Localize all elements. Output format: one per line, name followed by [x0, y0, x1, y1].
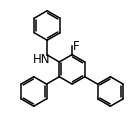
Text: F: F: [73, 40, 80, 53]
Text: HN: HN: [33, 53, 51, 66]
